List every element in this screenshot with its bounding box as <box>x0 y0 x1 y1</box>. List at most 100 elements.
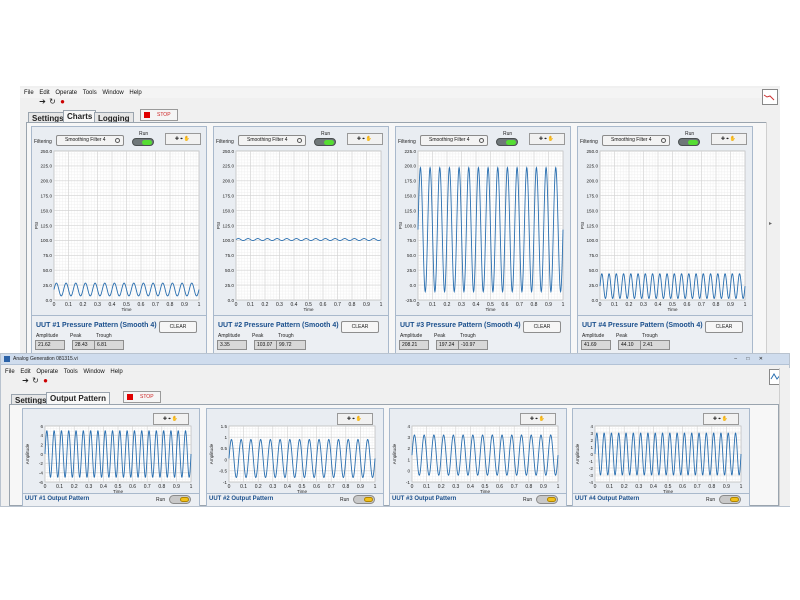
x-tick-label: 0.1 <box>240 484 247 490</box>
graph-palette[interactable]: ✚⌖✋ <box>520 413 556 425</box>
bottom-scrollbar[interactable] <box>779 368 790 506</box>
y-tick-label: 25.0 <box>43 283 52 288</box>
x-tick-label: 1 <box>557 484 560 490</box>
menu-file[interactable]: File <box>24 90 34 96</box>
run-arrow-icon[interactable]: ➔ <box>22 376 29 385</box>
x-tick-label: 0 <box>411 484 414 490</box>
filter-select[interactable]: Smoothing Filter 4 <box>420 135 488 146</box>
graph-palette[interactable]: ✚⌖✋ <box>153 413 189 425</box>
top-scrollbar[interactable]: ▸ <box>766 122 779 354</box>
panel-title: UUT #2 Pressure Pattern (Smooth 4) <box>218 322 339 329</box>
graph-palette[interactable]: ✚⌖✋ <box>337 413 373 425</box>
amplitude-value: 21.62 <box>35 340 65 350</box>
abort-icon[interactable]: ● <box>43 376 48 385</box>
y-tick-label: 225.0 <box>41 164 53 169</box>
stop-button[interactable]: STOP <box>140 109 178 121</box>
run-switch[interactable] <box>353 495 375 504</box>
y-axis-label: Amplitude <box>575 443 580 464</box>
x-axis-label: Time <box>297 489 307 494</box>
filter-select[interactable]: Smoothing Filter 4 <box>238 135 306 146</box>
peak-label: Peak <box>252 333 264 339</box>
uut-2-pressure-panel: Filtering Smoothing Filter 4 Run ✚⌖✋ 0 0.1 0.2… <box>213 126 389 354</box>
y-tick-label: 100.0 <box>41 238 53 243</box>
clear-button[interactable]: CLEAR <box>523 321 561 333</box>
y-tick-label: 175.0 <box>405 179 417 184</box>
tab-charts[interactable]: Charts <box>63 110 97 122</box>
filter-select[interactable]: Smoothing Filter 4 <box>56 135 124 146</box>
run-switch[interactable] <box>719 495 741 504</box>
pressure-chart: 0 0.1 0.2 0.3 0.4 0.5 0.6 0.7 0.8 0.9 1 250.0 225.0 2… <box>580 149 747 312</box>
x-tick-label: 0.3 <box>85 484 92 490</box>
tab-output-pattern[interactable]: Output Pattern <box>46 392 110 404</box>
menu-help[interactable]: Help <box>110 369 123 375</box>
x-tick-label: 0.7 <box>694 484 701 490</box>
clear-button[interactable]: CLEAR <box>159 321 197 333</box>
menu-file[interactable]: File <box>5 369 15 375</box>
trough-label: Trough <box>278 333 294 339</box>
y-tick-label: 250.0 <box>587 149 599 154</box>
menu-window[interactable]: Window <box>102 90 124 96</box>
x-axis-label: Time <box>663 489 673 494</box>
abort-icon[interactable]: ● <box>60 97 65 106</box>
y-tick-label: 250.0 <box>223 149 235 154</box>
dropdown-arrow-icon <box>297 138 302 143</box>
tab-logging[interactable]: Logging <box>94 112 134 124</box>
x-tick-label: 1 <box>740 484 743 490</box>
clear-button[interactable]: CLEAR <box>341 321 379 333</box>
x-tick-label: 0.4 <box>467 484 474 490</box>
top-toolbar: ➔ ↻ ● <box>38 97 78 109</box>
x-tick-label: 0.5 <box>299 484 306 490</box>
graph-palette[interactable]: ✚⌖✋ <box>347 133 383 145</box>
dropdown-arrow-icon <box>479 138 484 143</box>
menu-edit[interactable]: Edit <box>39 90 50 96</box>
series-line <box>411 434 559 476</box>
clear-button[interactable]: CLEAR <box>705 321 743 333</box>
x-tick-label: 1 <box>190 484 193 490</box>
run-continuous-icon[interactable]: ↻ <box>32 376 39 385</box>
y-tick-label: -3 <box>589 473 594 478</box>
x-tick-label: 0.7 <box>328 484 335 490</box>
y-tick-label: 225.0 <box>223 164 235 169</box>
menu-tools[interactable]: Tools <box>63 369 78 375</box>
x-tick-label: 0.9 <box>181 302 188 308</box>
run-toggle[interactable] <box>678 138 700 146</box>
menu-tools[interactable]: Tools <box>82 90 97 96</box>
x-tick-label: 0.2 <box>80 302 87 308</box>
run-continuous-icon[interactable]: ↻ <box>49 97 56 106</box>
x-tick-label: 0.5 <box>487 302 494 308</box>
filter-select[interactable]: Smoothing Filter 4 <box>602 135 670 146</box>
y-tick-label: 75.0 <box>43 253 52 258</box>
graph-palette[interactable]: ✚⌖✋ <box>529 133 565 145</box>
filtering-label: Filtering <box>216 139 234 145</box>
x-tick-label: 0.1 <box>423 484 430 490</box>
x-tick-label: 0.2 <box>262 302 269 308</box>
menu-operate[interactable]: Operate <box>55 90 78 96</box>
menu-help[interactable]: Help <box>129 90 142 96</box>
graph-palette[interactable]: ✚⌖✋ <box>703 413 739 425</box>
run-switch[interactable] <box>536 495 558 504</box>
y-tick-label: 200.0 <box>41 179 53 184</box>
y-tick-label: 200.0 <box>223 179 235 184</box>
trough-value: -10.97 <box>458 340 488 350</box>
graph-palette[interactable]: ✚⌖✋ <box>165 133 201 145</box>
y-tick-label: 3 <box>407 435 410 440</box>
y-tick-label: 50.0 <box>43 268 52 273</box>
menu-window[interactable]: Window <box>83 369 105 375</box>
run-toggle[interactable] <box>132 138 154 146</box>
run-switch[interactable] <box>169 495 191 504</box>
y-tick-label: 25.0 <box>407 268 416 273</box>
run-arrow-icon[interactable]: ➔ <box>39 97 46 106</box>
scroll-arrow-icon[interactable]: ▸ <box>769 221 773 227</box>
pressure-chart: 0 0.1 0.2 0.3 0.4 0.5 0.6 0.7 0.8 0.9 1 250.0 225.0 2… <box>34 149 201 312</box>
menu-operate[interactable]: Operate <box>36 369 59 375</box>
y-axis-label: Amplitude <box>209 443 214 464</box>
window-controls[interactable]: – □ ✕ <box>734 356 767 362</box>
stop-button[interactable]: STOP <box>123 391 161 403</box>
x-tick-label: 0.6 <box>496 484 503 490</box>
run-toggle[interactable] <box>496 138 518 146</box>
menu-edit[interactable]: Edit <box>20 369 31 375</box>
graph-palette[interactable]: ✚⌖✋ <box>711 133 747 145</box>
x-tick-label: 0.7 <box>516 302 523 308</box>
x-tick-label: 0.7 <box>152 302 159 308</box>
run-toggle[interactable] <box>314 138 336 146</box>
